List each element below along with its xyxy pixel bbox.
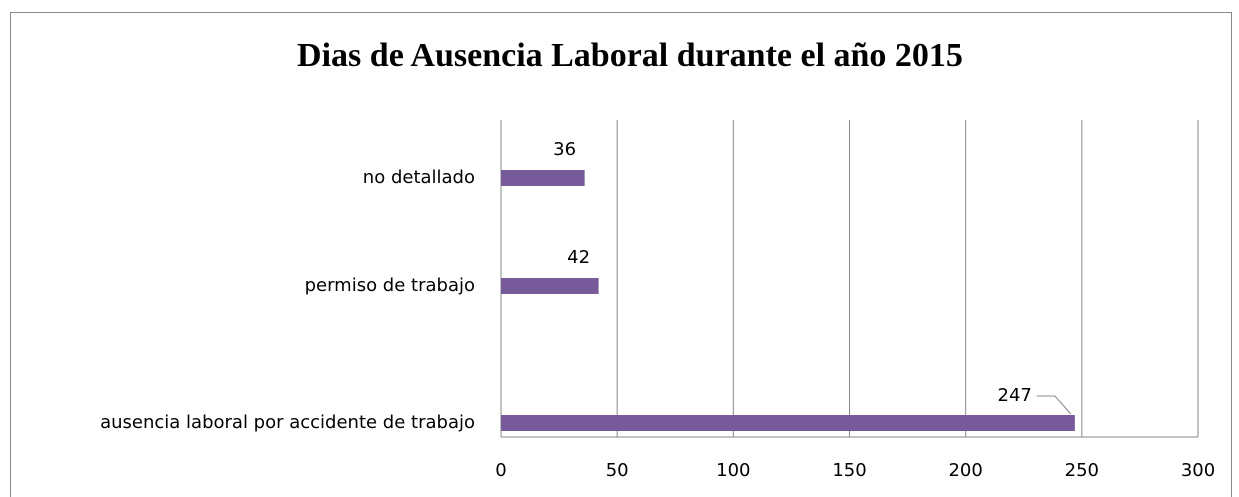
bar: [501, 170, 585, 186]
y-tick-label: no detallado: [363, 167, 475, 188]
leader-line: [1036, 395, 1072, 415]
y-tick-label: ausencia laboral por accidente de trabaj…: [100, 412, 475, 433]
data-label: 42: [567, 247, 590, 268]
x-tick-label: 250: [1065, 460, 1099, 481]
x-tick-label: 100: [716, 460, 750, 481]
x-tick-label: 150: [832, 460, 866, 481]
chart-title: Dias de Ausencia Laboral durante el año …: [297, 37, 963, 74]
data-label: 36: [553, 139, 576, 160]
x-tick-label: 200: [948, 460, 982, 481]
x-tick-label: 300: [1181, 460, 1215, 481]
x-tick-label: 0: [495, 460, 506, 481]
bar: [501, 278, 599, 294]
bar: [501, 415, 1075, 431]
data-label: 247: [998, 385, 1032, 406]
x-tick-label: 50: [606, 460, 629, 481]
y-tick-label: permiso de trabajo: [305, 275, 475, 296]
